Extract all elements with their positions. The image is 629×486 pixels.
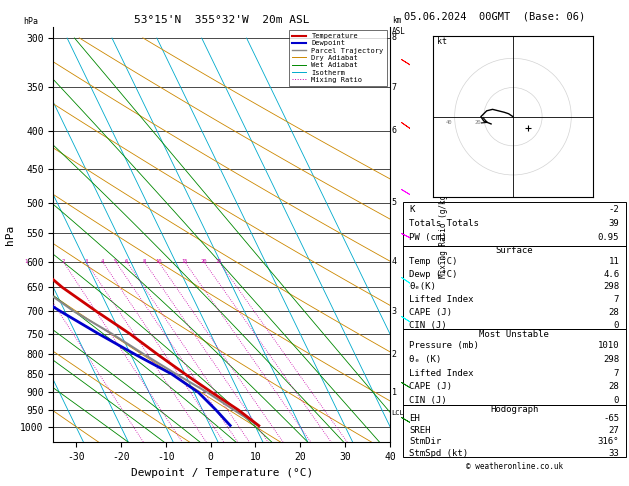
Text: kt: kt — [437, 37, 447, 46]
Text: © weatheronline.co.uk: © weatheronline.co.uk — [465, 462, 563, 471]
Text: CIN (J): CIN (J) — [409, 321, 447, 330]
Text: 2: 2 — [62, 259, 65, 264]
Text: StmDir: StmDir — [409, 437, 442, 447]
Text: Surface: Surface — [496, 246, 533, 255]
Text: 1: 1 — [392, 388, 397, 397]
Bar — [403, 404, 626, 457]
Text: 1010: 1010 — [598, 341, 619, 350]
Text: 8: 8 — [392, 33, 397, 42]
Text: 28: 28 — [608, 382, 619, 391]
Text: 3: 3 — [84, 259, 87, 264]
Text: Lifted Index: Lifted Index — [409, 295, 474, 304]
Text: 4.6: 4.6 — [603, 270, 619, 278]
Text: 40: 40 — [445, 120, 452, 124]
Text: θₑ (K): θₑ (K) — [409, 355, 442, 364]
Text: Hodograph: Hodograph — [490, 405, 538, 414]
X-axis label: Dewpoint / Temperature (°C): Dewpoint / Temperature (°C) — [131, 468, 313, 478]
Text: -2: -2 — [608, 206, 619, 214]
Text: 05.06.2024  00GMT  (Base: 06): 05.06.2024 00GMT (Base: 06) — [404, 11, 586, 21]
Text: CAPE (J): CAPE (J) — [409, 382, 452, 391]
Text: hPa: hPa — [23, 17, 38, 26]
Text: CIN (J): CIN (J) — [409, 396, 447, 405]
Text: 2: 2 — [392, 350, 397, 359]
Text: Lifted Index: Lifted Index — [409, 368, 474, 378]
Text: Most Unstable: Most Unstable — [479, 330, 549, 339]
Text: StmSpd (kt): StmSpd (kt) — [409, 449, 469, 458]
Text: Temp (°C): Temp (°C) — [409, 257, 458, 266]
Text: 298: 298 — [603, 355, 619, 364]
Text: 20: 20 — [474, 120, 481, 124]
Text: SREH: SREH — [409, 426, 431, 435]
Text: km
ASL: km ASL — [392, 16, 406, 35]
Text: 39: 39 — [608, 219, 619, 228]
Y-axis label: hPa: hPa — [4, 225, 14, 244]
Text: 28: 28 — [608, 308, 619, 317]
Text: Dewp (°C): Dewp (°C) — [409, 270, 458, 278]
Text: 33: 33 — [608, 449, 619, 458]
Text: θₑ(K): θₑ(K) — [409, 282, 436, 292]
Text: 316°: 316° — [598, 437, 619, 447]
Text: Totals Totals: Totals Totals — [409, 219, 479, 228]
Text: 6: 6 — [392, 126, 397, 135]
Text: 6: 6 — [125, 259, 128, 264]
Text: 4: 4 — [101, 259, 104, 264]
Bar — [403, 245, 626, 330]
Text: 10: 10 — [155, 259, 162, 264]
Text: 25: 25 — [216, 259, 222, 264]
Text: CAPE (J): CAPE (J) — [409, 308, 452, 317]
Bar — [403, 202, 626, 245]
Text: 5: 5 — [114, 259, 117, 264]
Bar — [403, 330, 626, 404]
Text: 0.95: 0.95 — [598, 233, 619, 242]
Text: 7: 7 — [392, 83, 397, 92]
Text: Pressure (mb): Pressure (mb) — [409, 341, 479, 350]
Text: 8: 8 — [143, 259, 146, 264]
Text: 20: 20 — [201, 259, 207, 264]
Text: 7: 7 — [614, 295, 619, 304]
Text: Mixing Ratio (g/kg): Mixing Ratio (g/kg) — [439, 191, 448, 278]
Text: 11: 11 — [608, 257, 619, 266]
Text: 3: 3 — [392, 307, 397, 316]
Title: 53°15'N  355°32'W  20m ASL: 53°15'N 355°32'W 20m ASL — [134, 15, 309, 25]
Text: EH: EH — [409, 414, 420, 423]
Text: 7: 7 — [614, 368, 619, 378]
Text: 0: 0 — [614, 396, 619, 405]
Text: 298: 298 — [603, 282, 619, 292]
Text: 15: 15 — [181, 259, 188, 264]
Text: -65: -65 — [603, 414, 619, 423]
Text: LCL: LCL — [392, 410, 404, 417]
Text: 0: 0 — [614, 321, 619, 330]
Legend: Temperature, Dewpoint, Parcel Trajectory, Dry Adiabat, Wet Adiabat, Isotherm, Mi: Temperature, Dewpoint, Parcel Trajectory… — [289, 30, 386, 86]
Text: PW (cm): PW (cm) — [409, 233, 447, 242]
Text: 27: 27 — [608, 426, 619, 435]
Text: 4: 4 — [392, 257, 397, 266]
Text: 5: 5 — [392, 198, 397, 207]
Text: 1: 1 — [25, 259, 28, 264]
Text: K: K — [409, 206, 415, 214]
